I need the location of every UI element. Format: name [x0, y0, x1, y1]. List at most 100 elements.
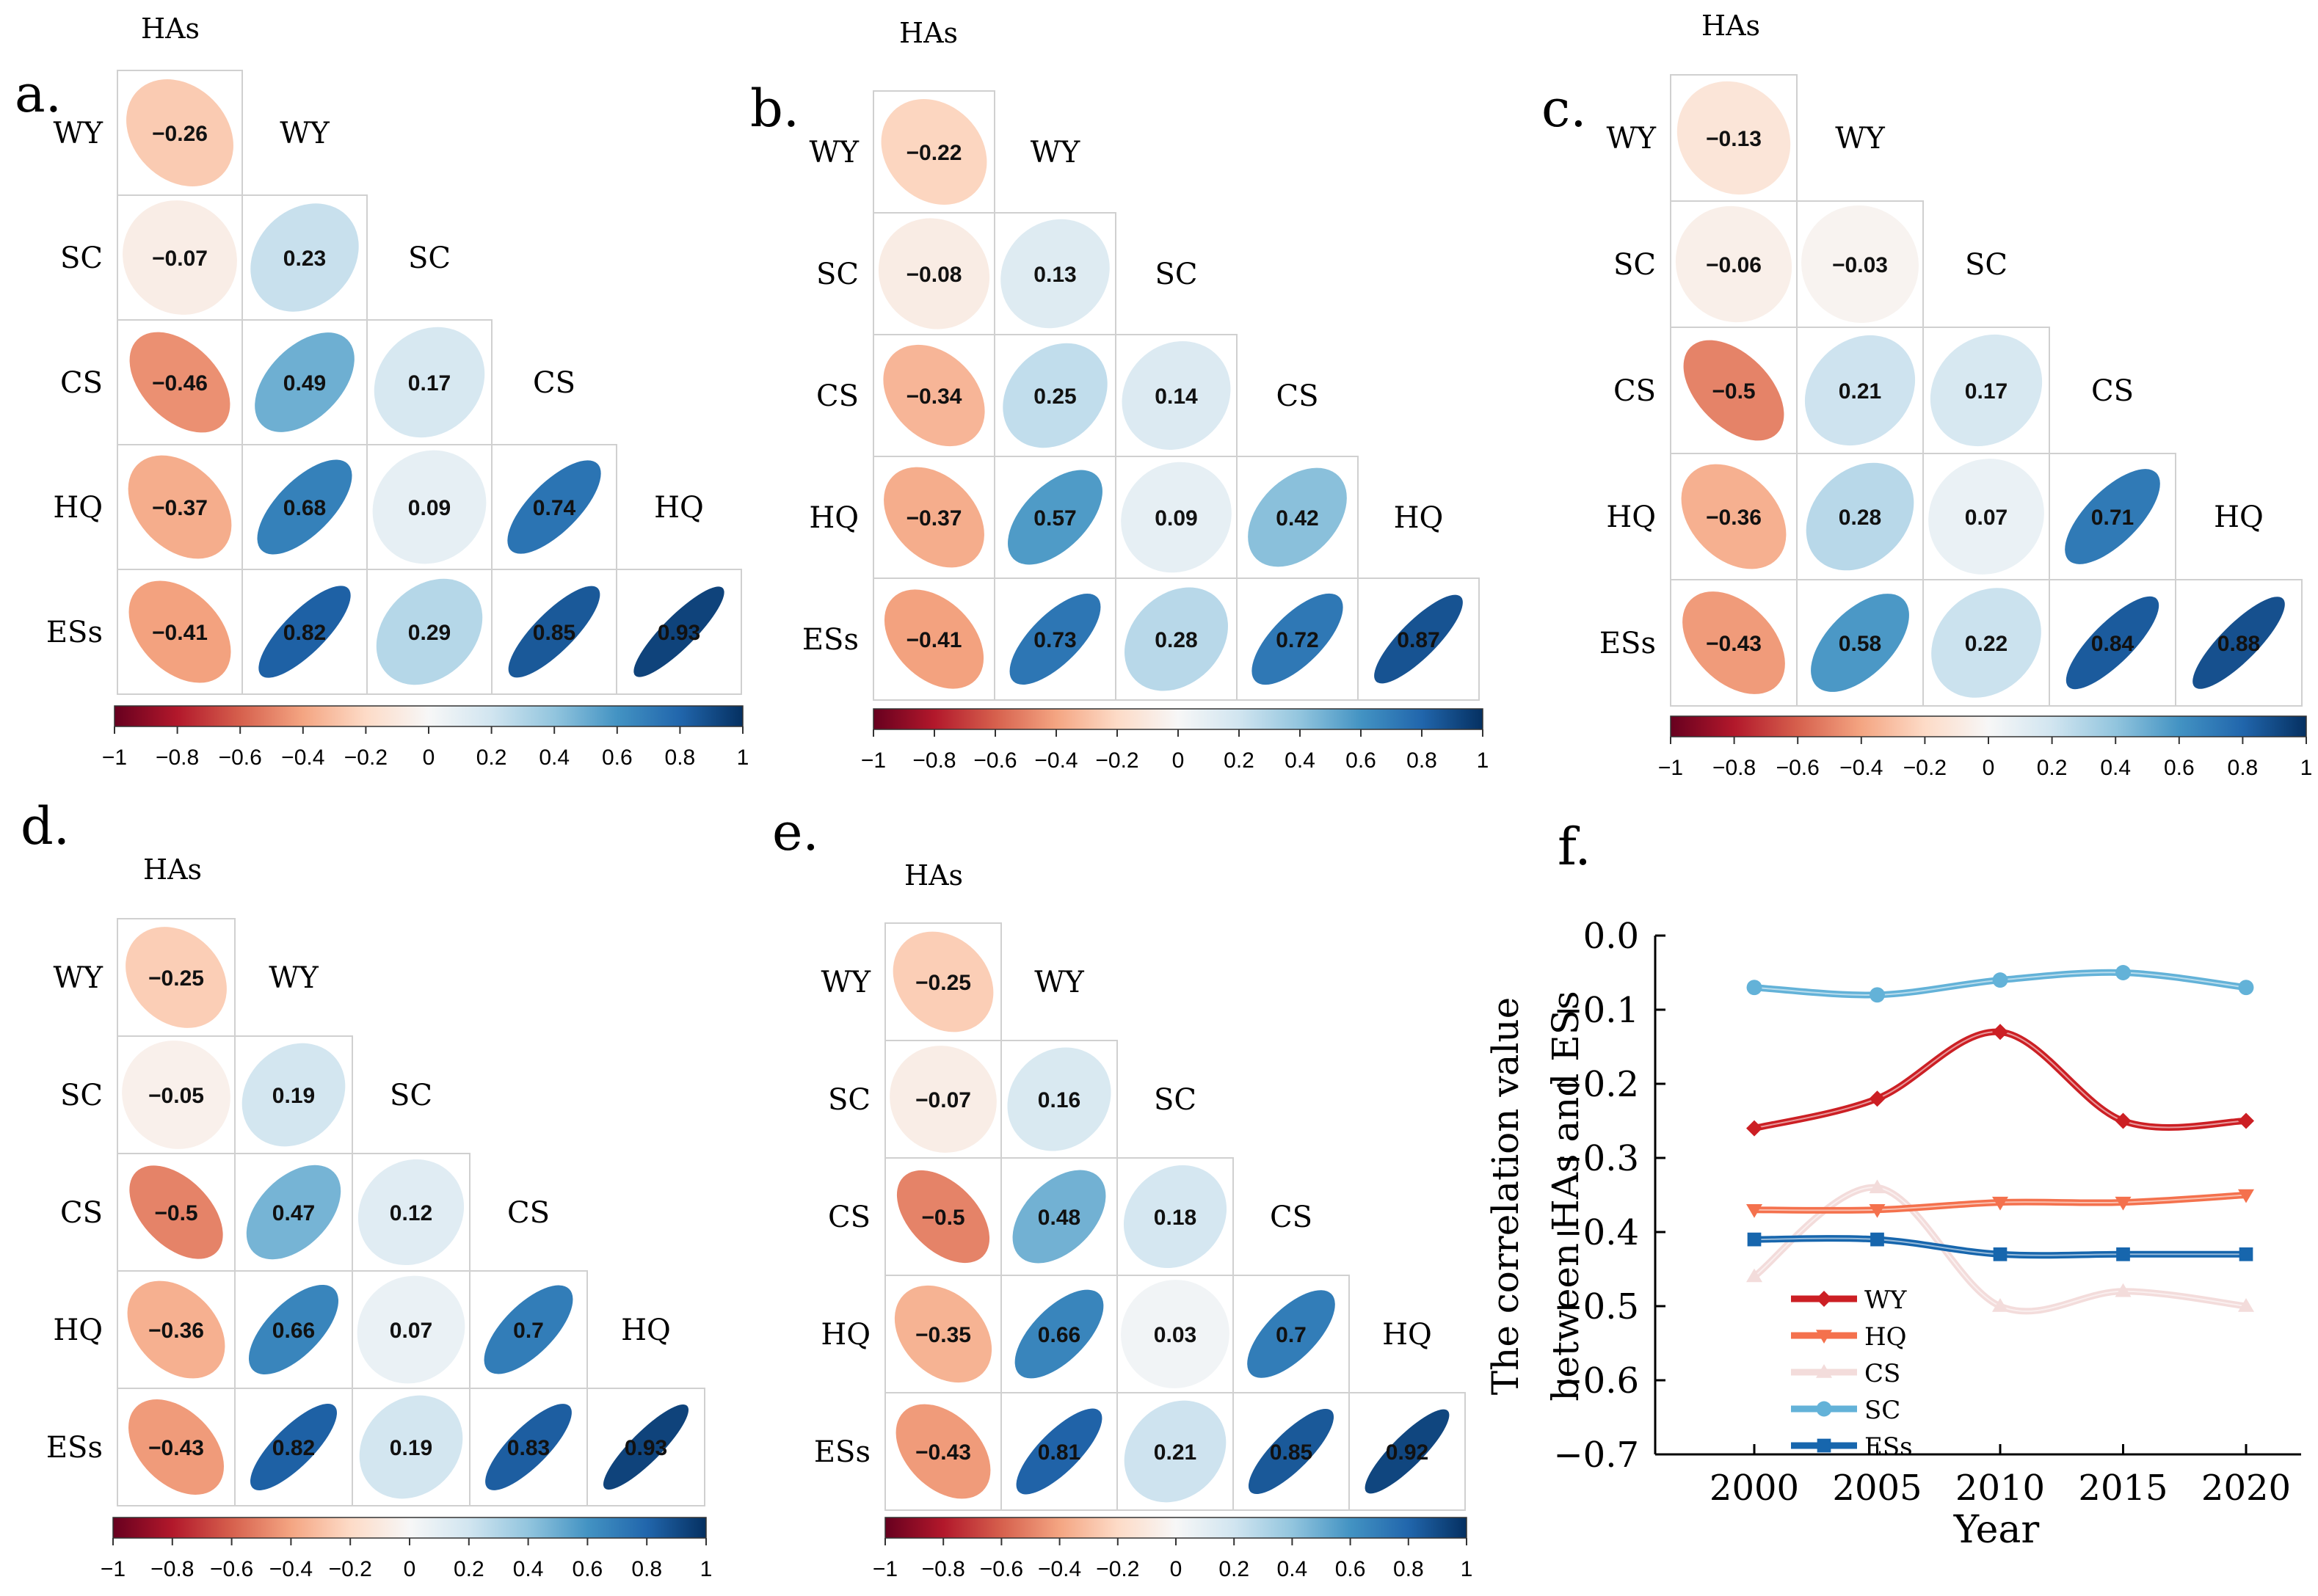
column-label: SC	[1965, 248, 2008, 282]
corr-value-label: −0.46	[152, 371, 208, 396]
colorbar-tick-label: −0.4	[281, 746, 324, 770]
corr-ellipse	[255, 332, 355, 432]
colorbar-tick-label: −0.2	[1903, 756, 1947, 780]
corr-value-label: −0.43	[148, 1436, 204, 1460]
corr-value-label: −0.22	[907, 141, 962, 165]
row-label: SC	[828, 1083, 871, 1117]
data-point	[1746, 980, 1762, 996]
colorbar-tick-label: 0.8	[2228, 756, 2259, 780]
corr-ellipse	[894, 1285, 992, 1383]
corr-ellipse	[1009, 594, 1101, 685]
corr-ellipse	[129, 332, 230, 433]
y-tick-label: −0.7	[1553, 1435, 1639, 1476]
column-label: SC	[408, 241, 451, 275]
colorbar-tick-label: −0.4	[269, 1557, 313, 1581]
corr-ellipse	[2192, 597, 2285, 689]
corr-ellipse	[128, 580, 231, 683]
corr-value-label: −0.25	[148, 966, 204, 991]
row-label: WY	[1606, 122, 1656, 156]
colorbar	[884, 1517, 1467, 1539]
panel-label: b.	[750, 79, 799, 139]
colorbar	[873, 708, 1483, 730]
corr-value-label: −0.08	[907, 263, 962, 287]
corr-ellipse	[484, 1285, 573, 1374]
corr-value-label: 0.19	[390, 1436, 432, 1460]
corr-value-label: 0.72	[1276, 628, 1318, 652]
data-point	[2238, 1112, 2254, 1129]
colorbar-tick-label: 0.2	[2037, 756, 2068, 780]
column-label: CS	[507, 1196, 550, 1230]
corr-ellipse	[878, 218, 990, 329]
corr-ellipse	[508, 586, 600, 678]
corr-value-label: 0.19	[272, 1084, 315, 1108]
corr-ellipse	[376, 578, 483, 685]
column-label: HQ	[2214, 500, 2264, 534]
colorbar-tick-label: −0.4	[1839, 756, 1883, 780]
corr-ellipse	[485, 1404, 572, 1490]
corr-value-label: 0.07	[390, 1319, 432, 1343]
data-point	[1869, 1204, 1886, 1218]
corr-value-label: −0.37	[907, 506, 962, 531]
corr-value-label: −0.41	[907, 628, 962, 652]
corr-value-label: 0.12	[390, 1201, 432, 1225]
column-label: HAs	[1701, 10, 1760, 42]
legend-label: ESs	[1864, 1432, 1913, 1462]
corr-value-label: 0.17	[1965, 379, 2008, 404]
corr-ellipse	[1125, 587, 1228, 691]
corr-value-label: 0.16	[1038, 1088, 1080, 1112]
colorbar-tick-label: 0.2	[1224, 748, 1254, 773]
y-tick-label: −0.6	[1553, 1360, 1639, 1402]
data-point	[2116, 1247, 2130, 1261]
row-label: HQ	[53, 1313, 103, 1347]
row-label: CS	[1613, 374, 1656, 408]
corr-value-label: −0.41	[152, 621, 208, 645]
corr-ellipse	[1124, 1400, 1227, 1503]
corr-ellipse	[884, 589, 984, 689]
colorbar-tick-label: 0.6	[1345, 748, 1376, 773]
y-tick-label: −0.4	[1553, 1212, 1639, 1253]
corr-value-label: 0.66	[272, 1319, 315, 1343]
corr-ellipse	[126, 79, 233, 186]
corr-value-label: 0.28	[1155, 628, 1197, 652]
corr-ellipse	[258, 586, 351, 678]
corr-ellipse	[893, 931, 994, 1032]
row-label: CS	[816, 379, 859, 413]
colorbar-tick-label: 0.4	[539, 746, 570, 770]
column-label: HAs	[141, 12, 200, 45]
corr-value-label: 0.7	[1276, 1323, 1307, 1347]
y-axis-title-line-1: The correlation value	[1484, 997, 1527, 1395]
legend-label: HQ	[1864, 1322, 1907, 1352]
series-cs	[1746, 1179, 2254, 1315]
corr-ellipse	[1000, 219, 1110, 329]
data-point	[1746, 1204, 1762, 1218]
column-label: HQ	[654, 491, 704, 525]
row-label: WY	[53, 117, 103, 150]
colorbar-tick-label: 0.2	[454, 1557, 484, 1581]
corr-value-label: −0.06	[1706, 253, 1762, 277]
legend-label: SC	[1864, 1396, 1900, 1425]
column-label: WY	[269, 961, 319, 995]
data-point	[2115, 965, 2131, 980]
corr-ellipse	[1251, 593, 1343, 685]
colorbar-tick-label: 0.6	[602, 746, 633, 770]
corr-value-label: −0.5	[1712, 379, 1755, 404]
colorbar-tick-label: −0.2	[1095, 748, 1138, 773]
colorbar-tick-label: −0.8	[150, 1557, 194, 1581]
y-tick-label: 0.0	[1583, 916, 1639, 957]
column-label: HQ	[1394, 501, 1444, 535]
corr-ellipse	[507, 460, 601, 554]
corr-value-label: 0.42	[1276, 506, 1318, 531]
corr-ellipse	[257, 459, 352, 555]
row-label: SC	[1613, 248, 1656, 282]
series-line-highlight	[1754, 1187, 2247, 1312]
x-tick-label: 2010	[1955, 1468, 2045, 1509]
corr-value-label: 0.7	[513, 1319, 544, 1343]
data-point	[2238, 1298, 2254, 1312]
corr-value-label: 0.73	[1033, 628, 1076, 652]
corr-ellipse	[1121, 1280, 1229, 1388]
legend: WY HQ CS SC ESs	[1791, 1286, 1913, 1462]
column-label: SC	[1154, 1083, 1196, 1117]
legend-marker	[1816, 1364, 1832, 1378]
corr-ellipse	[1676, 81, 1791, 195]
data-point	[1746, 1120, 1762, 1137]
